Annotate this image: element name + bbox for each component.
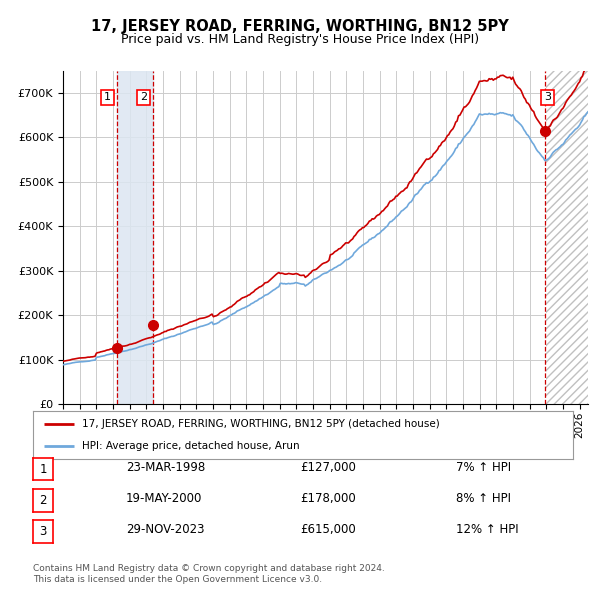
Text: £615,000: £615,000 [300, 523, 356, 536]
Text: Price paid vs. HM Land Registry's House Price Index (HPI): Price paid vs. HM Land Registry's House … [121, 33, 479, 46]
Bar [116, 71, 152, 404]
Text: 1: 1 [104, 93, 111, 103]
Text: 8% ↑ HPI: 8% ↑ HPI [456, 492, 511, 505]
Text: £127,000: £127,000 [300, 461, 356, 474]
Text: Contains HM Land Registry data © Crown copyright and database right 2024.: Contains HM Land Registry data © Crown c… [33, 565, 385, 573]
Text: 19-MAY-2000: 19-MAY-2000 [126, 492, 202, 505]
Text: 7% ↑ HPI: 7% ↑ HPI [456, 461, 511, 474]
Text: 3: 3 [40, 525, 47, 538]
Text: 17, JERSEY ROAD, FERRING, WORTHING, BN12 5PY: 17, JERSEY ROAD, FERRING, WORTHING, BN12… [91, 19, 509, 34]
Text: 2: 2 [140, 93, 147, 103]
Text: £178,000: £178,000 [300, 492, 356, 505]
Text: 3: 3 [544, 93, 551, 103]
Text: 12% ↑ HPI: 12% ↑ HPI [456, 523, 518, 536]
Text: HPI: Average price, detached house, Arun: HPI: Average price, detached house, Arun [82, 441, 299, 451]
Text: This data is licensed under the Open Government Licence v3.0.: This data is licensed under the Open Gov… [33, 575, 322, 584]
Text: 2: 2 [40, 494, 47, 507]
Text: 1: 1 [40, 463, 47, 476]
Text: 23-MAR-1998: 23-MAR-1998 [126, 461, 205, 474]
Text: 29-NOV-2023: 29-NOV-2023 [126, 523, 205, 536]
Text: 17, JERSEY ROAD, FERRING, WORTHING, BN12 5PY (detached house): 17, JERSEY ROAD, FERRING, WORTHING, BN12… [82, 419, 439, 429]
